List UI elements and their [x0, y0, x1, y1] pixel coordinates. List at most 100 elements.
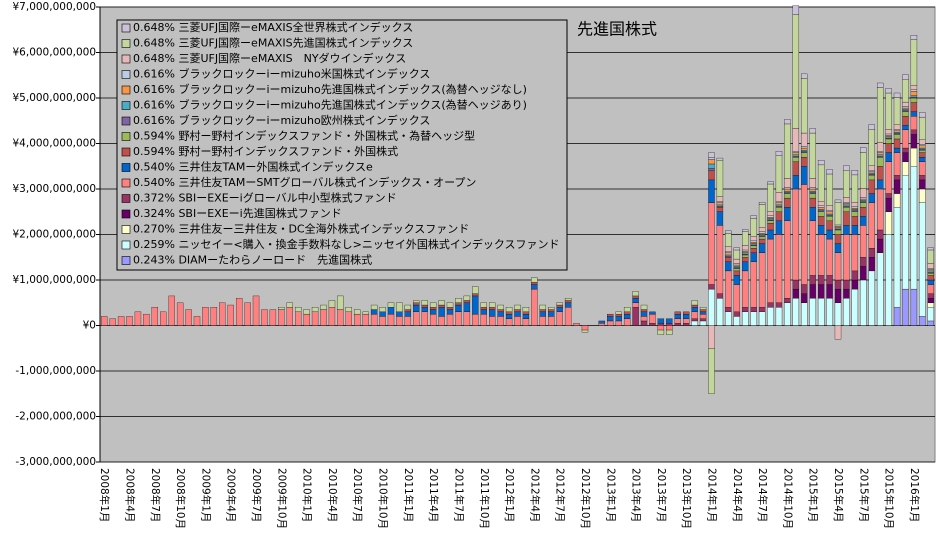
- bar-segment: [733, 275, 740, 285]
- bar-segment: [817, 205, 825, 208]
- bar-segment: [775, 220, 783, 235]
- bar-segment: [649, 313, 656, 324]
- bar-segment: [252, 295, 260, 326]
- bar-segment: [683, 313, 690, 319]
- bar-segment: [927, 263, 934, 269]
- bar-segment: [176, 302, 184, 326]
- legend-swatch: [121, 85, 131, 95]
- bar-segment: [733, 249, 740, 260]
- legend-swatch: [121, 116, 131, 126]
- bar-segment: [775, 302, 783, 308]
- bar-segment: [708, 325, 715, 349]
- bar-segment: [919, 147, 926, 150]
- bar-segment: [758, 252, 766, 308]
- bar-segment: [716, 207, 724, 212]
- bar-segment: [640, 311, 648, 317]
- bar-segment: [117, 316, 125, 326]
- bar-segment: [539, 311, 546, 317]
- x-tick-label: 2008年4月: [124, 468, 137, 522]
- legend-swatch: [121, 54, 131, 64]
- bar-segment: [733, 316, 740, 326]
- bar-segment: [784, 302, 791, 326]
- bar-segment: [758, 236, 766, 240]
- bar-segment: [632, 291, 639, 297]
- x-tick-label: 2012年10月: [579, 468, 592, 529]
- bar-segment: [834, 279, 842, 290]
- bar-segment: [640, 304, 648, 310]
- bar-segment: [893, 134, 901, 140]
- bar-segment: [910, 111, 918, 117]
- x-tick-label: 2013年10月: [680, 468, 693, 529]
- bar-segment: [472, 286, 479, 294]
- bar-segment: [801, 150, 808, 152]
- legend-swatch: [121, 209, 131, 219]
- bar-segment: [893, 97, 901, 125]
- x-tick-label: 2011年7月: [452, 468, 465, 522]
- bar-segment: [784, 119, 791, 125]
- legend-label: 0.648% 三菱UFJ国際ーeMAXIS NYダウインデックス: [133, 51, 406, 65]
- legend-swatch: [121, 23, 131, 33]
- bar-segment: [607, 313, 614, 317]
- bar-segment: [927, 279, 934, 285]
- bar-segment: [784, 187, 791, 190]
- bar-segment: [910, 89, 918, 92]
- bar-segment: [514, 316, 521, 326]
- bar-segment: [531, 282, 538, 285]
- bar-segment: [733, 311, 740, 317]
- bar-segment: [370, 313, 378, 326]
- bar-segment: [868, 129, 875, 166]
- bar-segment: [801, 73, 808, 79]
- bar-segment: [311, 307, 319, 312]
- bar-segment: [278, 307, 285, 310]
- bar-segment: [505, 313, 513, 319]
- bar-segment: [767, 229, 774, 240]
- bar-segment: [649, 323, 656, 326]
- bar-segment: [413, 311, 420, 326]
- bar-segment: [472, 313, 479, 326]
- bar-segment: [826, 205, 833, 211]
- bar-segment: [328, 307, 336, 326]
- bar-segment: [455, 311, 462, 326]
- bar-segment: [868, 257, 875, 272]
- bar-segment: [640, 309, 648, 313]
- bar-segment: [497, 304, 504, 310]
- bar-segment: [522, 313, 530, 319]
- bar-segment: [902, 111, 909, 117]
- bar-segment: [876, 152, 884, 156]
- bar-segment: [902, 74, 909, 80]
- y-tick-label: ¥0: [83, 320, 96, 332]
- legend-swatch: [121, 147, 131, 157]
- bar-segment: [927, 320, 934, 326]
- bar-segment: [927, 307, 934, 322]
- bar-segment: [919, 161, 926, 176]
- bar-segment: [893, 131, 901, 134]
- bar-segment: [817, 298, 825, 326]
- bar-segment: [758, 204, 766, 228]
- bar-segment: [463, 302, 471, 313]
- bar-segment: [666, 318, 673, 324]
- bar-segment: [387, 302, 395, 308]
- bar-segment: [716, 211, 724, 226]
- bar-segment: [699, 318, 707, 322]
- bar-segment: [851, 279, 859, 290]
- bar-segment: [919, 179, 926, 190]
- bar-segment: [725, 257, 732, 262]
- bar-segment: [438, 300, 445, 306]
- x-tick-label: 2009年1月: [199, 468, 212, 522]
- bar-segment: [708, 156, 715, 160]
- bar-segment: [868, 247, 875, 258]
- x-tick-label: 2015年10月: [883, 468, 896, 529]
- bar-segment: [775, 307, 783, 326]
- bar-segment: [337, 295, 344, 310]
- bar-segment: [817, 164, 825, 202]
- bar-segment: [101, 316, 108, 326]
- bar-segment: [505, 311, 513, 315]
- bar-segment: [573, 323, 580, 326]
- bar-segment: [826, 229, 833, 240]
- bar-segment: [902, 109, 909, 111]
- bar-segment: [801, 78, 808, 134]
- bar-segment: [404, 316, 412, 326]
- bar-segment: [708, 159, 715, 165]
- bar-segment: [725, 270, 732, 308]
- bar-segment: [742, 245, 749, 251]
